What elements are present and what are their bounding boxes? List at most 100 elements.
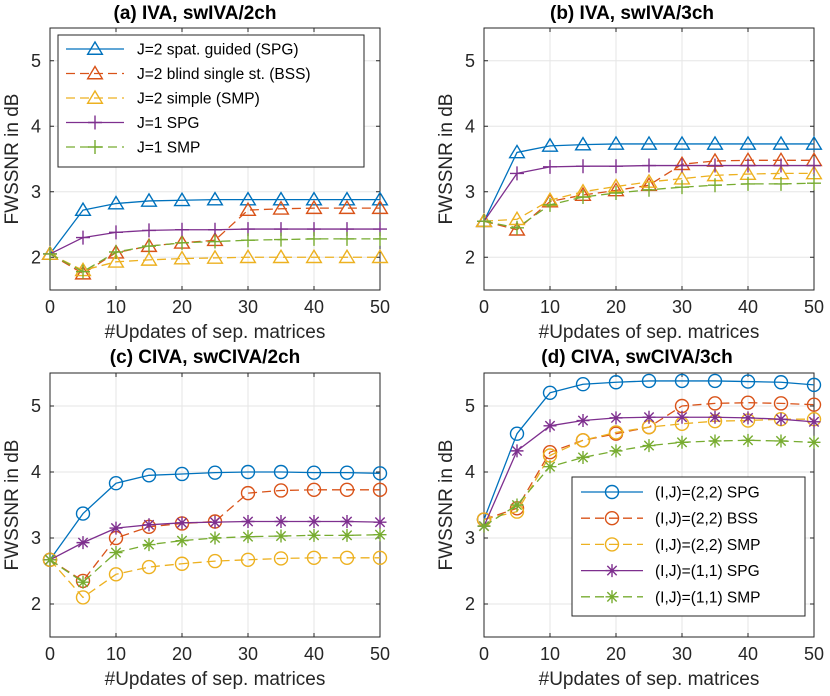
y-tick-label: 3 [31,182,41,202]
x-tick-label: 40 [738,297,758,317]
data-point [510,166,524,181]
data-point [477,519,491,533]
axes-box [49,372,381,638]
data-point [371,248,389,264]
x-axis-label: #Updates of sep. matrices [539,322,760,343]
x-tick-label: 50 [804,644,824,664]
series-line [483,380,815,520]
data-point [807,176,821,191]
legend-marker [604,484,620,500]
x-tick-label: 0 [45,297,55,317]
y-tick-label: 5 [465,51,475,71]
data-point [174,556,190,571]
data-point [740,374,756,389]
chart-title: (d) CIVA, swCIVA/3ch [541,347,732,368]
data-point [609,444,623,458]
data-point [576,159,590,174]
x-tick-label: 0 [45,644,55,664]
data-point [76,575,90,589]
series-j1smp [477,433,821,533]
data-point [806,377,822,393]
data-point [608,375,624,390]
legend-label: (I,J)=(1,1) SMP [655,589,761,606]
series-j1spg [43,515,387,567]
data-point [642,158,656,173]
x-tick-label: 30 [672,644,692,664]
x-tick-label: 30 [672,297,692,317]
data-point [575,377,591,392]
chart-title: (a) IVA, swIVA/2ch [114,3,277,24]
data-point [108,476,124,491]
data-point [241,233,255,248]
data-point [510,220,524,235]
data-point [107,253,125,268]
data-point [240,485,256,501]
series-line [49,198,380,255]
legend: (I,J)=(2,2) SPG (I,J)=(2,2) BSS (I,J)=(2,2… [571,476,806,617]
data-point [75,590,91,605]
series-line [483,439,815,527]
x-tick-label: 50 [370,297,390,317]
data-point [608,425,624,440]
data-point [74,201,92,217]
data-point [173,250,191,265]
series-spg [41,191,389,260]
x-tick-label: 10 [106,644,126,664]
series-j1smp [43,528,387,589]
data-point [574,136,592,151]
data-point [543,460,557,474]
data-point [173,191,191,207]
x-tick-label: 10 [540,297,560,317]
data-point [372,466,388,481]
legend-marker [86,40,104,55]
data-point [274,529,288,543]
data-point [273,483,289,498]
x-tick-label: 20 [606,644,626,664]
data-point [773,375,789,390]
y-tick-label: 5 [31,396,41,416]
data-point [542,385,558,400]
data-point [142,223,156,238]
y-tick-label: 2 [31,594,41,614]
data-point [305,248,323,264]
data-point [609,159,623,174]
data-point [508,221,526,236]
panel-c: 0 10 20 30 40 50 2 3 4 5 (c) CIVA, swCIVA/2ch #Upda… [2,347,390,690]
data-point [339,465,355,480]
data-point [543,419,557,433]
data-point [272,248,290,264]
data-point [708,410,722,424]
data-point [609,186,623,201]
data-point [477,214,491,229]
data-point [109,521,123,535]
data-point [340,528,354,542]
y-tick-label: 4 [465,462,475,482]
x-tick-label: 20 [172,297,192,317]
data-point [741,411,755,425]
data-point [240,464,256,480]
data-point [373,528,387,542]
series-line [49,489,380,582]
data-point [741,433,755,447]
data-point [642,182,656,197]
data-point [807,435,821,449]
data-point [340,515,354,528]
x-axis-label: #Updates of sep. matrices [105,669,326,690]
axes-box [49,27,381,291]
data-point [142,538,156,552]
data-point [607,135,625,150]
data-point [807,415,821,429]
data-point [339,482,355,498]
y-tick-label: 4 [31,462,41,482]
y-axis-label: FWSSNR in dB [2,94,23,225]
data-point [642,410,656,424]
panel-b: 0 10 20 30 40 50 2 3 4 5 (b) IVA, swIVA/3ch #Update… [436,3,824,343]
data-point [43,246,57,261]
legend-marker [88,115,102,130]
data-point [74,265,92,280]
data-point [674,373,690,389]
data-point [141,468,157,483]
series-line [49,207,380,275]
data-point [207,553,223,569]
